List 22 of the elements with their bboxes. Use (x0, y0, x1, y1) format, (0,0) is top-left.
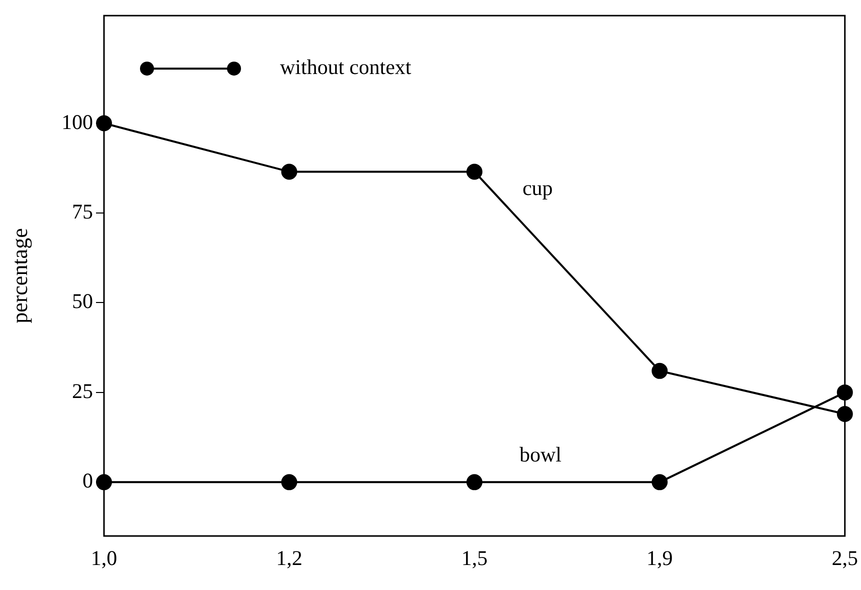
point (281, 474, 298, 490)
point (652, 474, 668, 490)
point (836, 406, 853, 422)
x-tick-label: 1,9 (646, 546, 673, 570)
y-tick-label: 50 (72, 289, 93, 314)
x-tick-label: 1,5 (461, 546, 488, 570)
point (836, 384, 853, 400)
point (281, 164, 298, 180)
x-tick-label: 1,0 (90, 546, 118, 570)
annotation: cup (522, 176, 553, 200)
y-tick-label: 0 (82, 468, 93, 493)
y-tick-label: 100 (62, 110, 93, 134)
legend-title: without context (280, 55, 412, 80)
x-tick-label: 2,5 (832, 546, 858, 570)
y-tick-label: 75 (72, 200, 93, 224)
y-tick-label: 25 (72, 378, 93, 403)
y-axis-title: percentage (6, 228, 32, 324)
point (652, 362, 668, 379)
annotation: bowl (519, 442, 562, 467)
point (466, 164, 482, 180)
x-tick-label: 1,2 (276, 546, 302, 570)
point (466, 474, 482, 490)
